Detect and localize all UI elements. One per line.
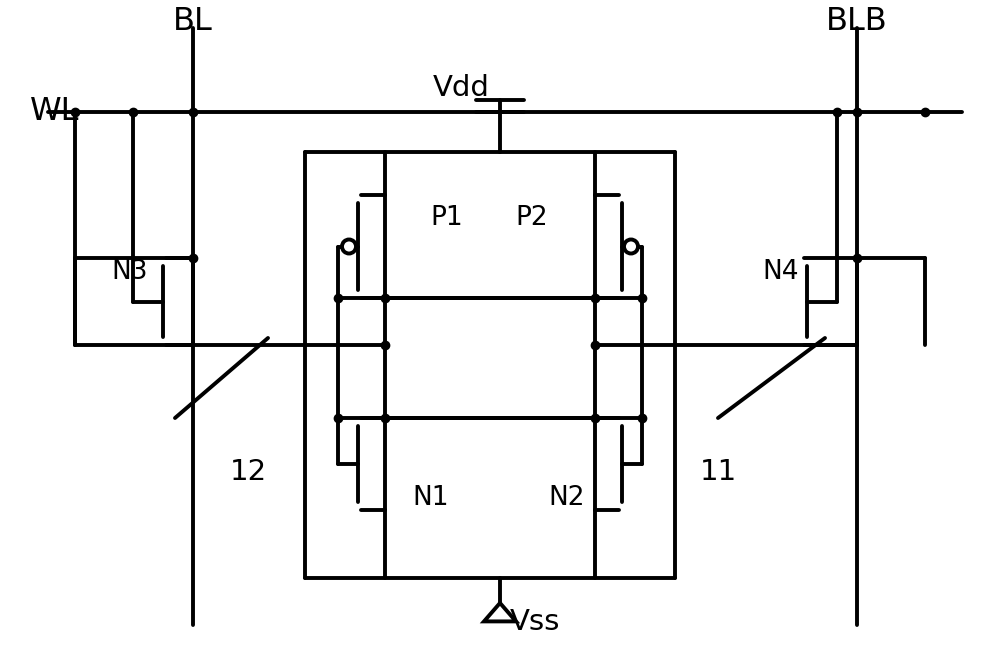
Text: 12: 12 [229, 458, 267, 486]
Text: Vdd: Vdd [433, 74, 490, 102]
Text: BL: BL [173, 7, 213, 37]
Circle shape [342, 239, 356, 253]
Text: N1: N1 [412, 485, 448, 511]
Text: Vss: Vss [510, 608, 560, 636]
Text: P2: P2 [515, 205, 548, 231]
Text: 11: 11 [699, 458, 737, 486]
Text: WL: WL [30, 96, 79, 127]
Text: BLB: BLB [826, 7, 888, 37]
Text: P1: P1 [430, 205, 463, 231]
Text: N3: N3 [112, 259, 148, 285]
Text: N2: N2 [548, 485, 584, 511]
Circle shape [624, 239, 638, 253]
Text: N4: N4 [762, 259, 798, 285]
